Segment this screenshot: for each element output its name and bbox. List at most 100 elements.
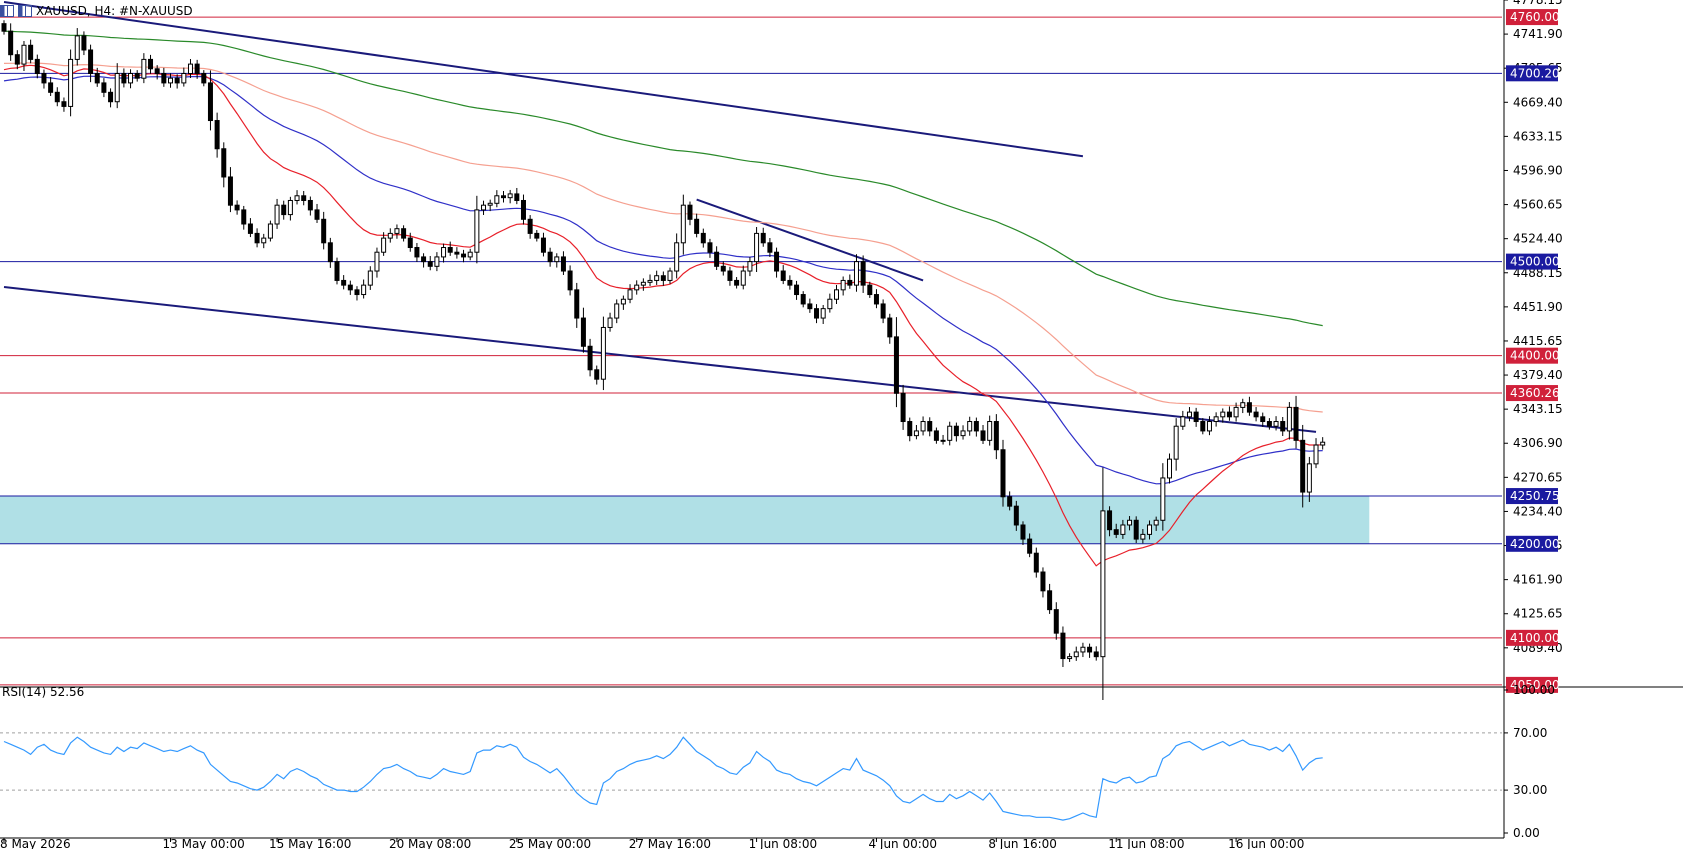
candle-2 bbox=[14, 50, 20, 70]
candle-32 bbox=[214, 112, 220, 158]
level-label-box-5 bbox=[1506, 488, 1558, 505]
level-label-box-7 bbox=[1506, 629, 1558, 646]
candle-body bbox=[387, 232, 393, 239]
candle-35 bbox=[234, 200, 240, 215]
candle-body bbox=[1013, 505, 1019, 526]
candle-41 bbox=[274, 198, 280, 229]
candle-128 bbox=[853, 254, 859, 292]
candle-175 bbox=[1167, 453, 1172, 484]
candle-body bbox=[81, 35, 87, 51]
candle-body bbox=[687, 204, 693, 220]
rsi-line bbox=[3, 736, 1323, 821]
price-tick-label-3: 4669.40 bbox=[1513, 95, 1563, 109]
candle-body bbox=[1213, 416, 1219, 423]
candle-body bbox=[1193, 411, 1199, 423]
candle-155 bbox=[1033, 547, 1039, 578]
candle-110 bbox=[734, 277, 740, 289]
candle-116 bbox=[774, 247, 780, 278]
candle-body bbox=[547, 251, 553, 263]
candle-body bbox=[1100, 510, 1106, 658]
candle-112 bbox=[747, 257, 753, 277]
candle-body bbox=[893, 336, 899, 394]
candle-body bbox=[520, 199, 526, 220]
candle-body bbox=[800, 294, 806, 305]
candle-body bbox=[907, 421, 913, 437]
candle-78 bbox=[520, 194, 526, 225]
candle-167 bbox=[1113, 523, 1119, 539]
candle-body bbox=[401, 228, 407, 239]
candle-61 bbox=[407, 232, 413, 252]
candle-body bbox=[1260, 416, 1266, 423]
candle-123 bbox=[820, 304, 826, 324]
candle-22 bbox=[148, 54, 154, 74]
candle-124 bbox=[827, 293, 833, 313]
candle-127 bbox=[847, 274, 853, 289]
candle-170 bbox=[1133, 516, 1139, 544]
candle-body bbox=[1053, 609, 1059, 634]
price-tick-label-17: 4161.90 bbox=[1513, 573, 1563, 587]
candle-54 bbox=[361, 279, 367, 299]
level-label-box-0 bbox=[1506, 9, 1558, 26]
candle-86 bbox=[574, 282, 580, 328]
candle-143 bbox=[953, 422, 959, 442]
candle-73 bbox=[487, 199, 493, 212]
candle-body bbox=[740, 270, 746, 286]
level-label-box-2 bbox=[1506, 253, 1558, 270]
candle-body bbox=[1293, 406, 1299, 441]
candle-body bbox=[1286, 406, 1292, 432]
candle-body bbox=[554, 256, 560, 263]
candle-body bbox=[600, 326, 606, 380]
candle-117 bbox=[780, 265, 786, 285]
candle-93 bbox=[620, 295, 626, 310]
candle-body bbox=[407, 237, 413, 249]
trendline-0 bbox=[3, 1, 1084, 158]
candle-body bbox=[720, 265, 726, 272]
candle-162 bbox=[1080, 642, 1086, 658]
price-tick-label-18: 4125.65 bbox=[1513, 607, 1563, 621]
candle-body bbox=[614, 303, 620, 319]
time-tick-label-1: 13 May 00:00 bbox=[163, 837, 245, 849]
candle-65 bbox=[434, 252, 440, 272]
candle-body bbox=[1093, 651, 1099, 658]
candle-body bbox=[1027, 538, 1033, 554]
candle-body bbox=[654, 275, 660, 281]
ma-slow-line bbox=[3, 62, 1323, 413]
candle-body bbox=[514, 193, 520, 201]
ma-mid-line bbox=[3, 75, 1323, 485]
candle-60 bbox=[401, 225, 407, 242]
candle-body bbox=[1127, 519, 1133, 526]
candle-131 bbox=[873, 289, 879, 309]
candle-20 bbox=[134, 70, 140, 82]
candle-body bbox=[847, 279, 853, 286]
candle-108 bbox=[720, 261, 726, 276]
candle-body bbox=[134, 73, 140, 79]
candle-body bbox=[261, 237, 267, 244]
candle-body bbox=[587, 345, 593, 371]
candle-189 bbox=[1260, 412, 1266, 427]
candle-body bbox=[1160, 477, 1166, 521]
candle-body bbox=[940, 439, 946, 442]
candle-body bbox=[667, 270, 673, 281]
candle-26 bbox=[174, 74, 180, 89]
price-tick-label-4: 4633.15 bbox=[1513, 129, 1563, 143]
candle-76 bbox=[507, 189, 513, 204]
candle-94 bbox=[627, 284, 633, 304]
chart-toolbar-icon-2[interactable] bbox=[18, 5, 32, 17]
candle-67 bbox=[447, 241, 453, 256]
candle-body bbox=[1047, 590, 1053, 611]
rsi-tick-label-0: 100.00 bbox=[1513, 683, 1555, 697]
candle-154 bbox=[1027, 533, 1033, 558]
level-label-2: 4500.00 bbox=[1510, 255, 1560, 269]
candle-body bbox=[760, 232, 766, 244]
chart-toolbar-icon[interactable] bbox=[0, 5, 14, 17]
candle-45 bbox=[301, 190, 307, 206]
candle-10 bbox=[68, 49, 74, 117]
candle-body bbox=[1226, 411, 1232, 418]
price-tick-label-12: 4343.15 bbox=[1513, 402, 1563, 416]
level-label-box-8 bbox=[1506, 676, 1558, 693]
candle-50 bbox=[334, 257, 340, 285]
candle-165 bbox=[1100, 467, 1106, 701]
candle-121 bbox=[807, 298, 813, 313]
